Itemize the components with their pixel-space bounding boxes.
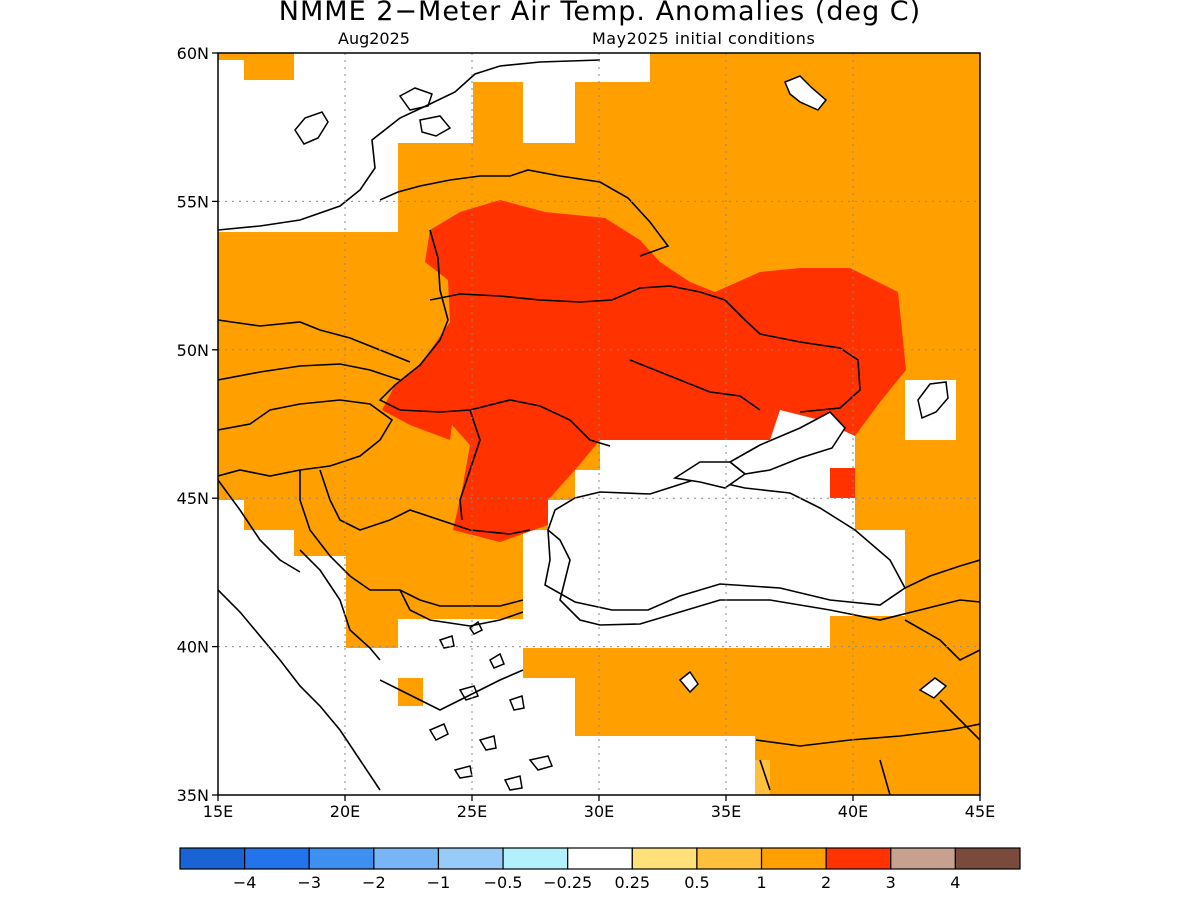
x-tick-label: 35E xyxy=(711,802,741,821)
colorbar-label: 0.25 xyxy=(614,873,650,892)
baltic-islands xyxy=(294,75,949,699)
x-tick-label: 30E xyxy=(584,802,614,821)
map-gridlines xyxy=(218,53,980,795)
colorbar-swatch xyxy=(373,847,440,870)
crimea xyxy=(672,461,747,489)
y-tick-label: 40N xyxy=(177,638,209,657)
colorbar-swatch xyxy=(244,847,310,870)
map-title: NMME 2−Meter Air Temp. Anomalies (deg C) xyxy=(278,0,922,27)
colorbar-swatch xyxy=(825,847,892,870)
colorbar-swatch xyxy=(179,847,246,870)
axis-ticks: 15E 20E 25E 30E 35E 40E 45E 60N 55N 50N 45N 40N 35N xyxy=(177,44,996,821)
colorbar-label: 0.5 xyxy=(684,873,709,892)
colorbar-swatch xyxy=(308,847,375,870)
colorbar-swatch xyxy=(567,847,633,870)
colorbar-label: −0.25 xyxy=(543,873,592,892)
colorbar-label: −3 xyxy=(297,873,321,892)
y-tick-label: 60N xyxy=(177,44,209,63)
x-tick-label: 20E xyxy=(330,802,360,821)
colorbar-label: 3 xyxy=(886,873,896,892)
colorbar-swatch xyxy=(890,847,956,870)
black-sea xyxy=(544,477,907,611)
y-tick-label: 35N xyxy=(177,786,209,805)
initial-conditions-label: May2025 initial conditions xyxy=(592,29,816,48)
map-plot-area xyxy=(218,53,980,795)
colorbar-label: −4 xyxy=(233,873,257,892)
colorbar-label: 1 xyxy=(756,873,766,892)
colorbar-swatch xyxy=(760,847,827,870)
x-tick-label: 40E xyxy=(838,802,868,821)
colorbar-label: −2 xyxy=(362,873,386,892)
colorbar-swatch xyxy=(954,847,1021,870)
y-tick-label: 45N xyxy=(177,489,209,508)
colorbar-swatch xyxy=(631,847,698,870)
colorbar: −4 −3 −2 −1 −0.5 −0.25 0.25 0.5 1 2 3 4 xyxy=(179,847,1021,892)
colorbar-swatch xyxy=(437,847,504,870)
x-tick-label: 15E xyxy=(203,802,233,821)
colorbar-label: −1 xyxy=(427,873,451,892)
colorbar-label: 4 xyxy=(950,873,960,892)
forecast-month: Aug2025 xyxy=(338,29,410,48)
colorbar-swatch xyxy=(696,847,763,870)
sea-of-azov xyxy=(728,411,847,475)
y-tick-label: 55N xyxy=(177,192,209,211)
colorbar-swatch xyxy=(502,847,569,870)
anomaly-2-3-region xyxy=(382,200,906,542)
colorbar-label: −0.5 xyxy=(484,873,523,892)
colorbar-label: 2 xyxy=(821,873,831,892)
anomaly-2-3-cell xyxy=(830,468,855,498)
x-tick-label: 45E xyxy=(965,802,995,821)
y-tick-label: 50N xyxy=(177,341,209,360)
x-tick-label: 25E xyxy=(457,802,487,821)
anomaly-0-5-1-region xyxy=(755,760,770,795)
